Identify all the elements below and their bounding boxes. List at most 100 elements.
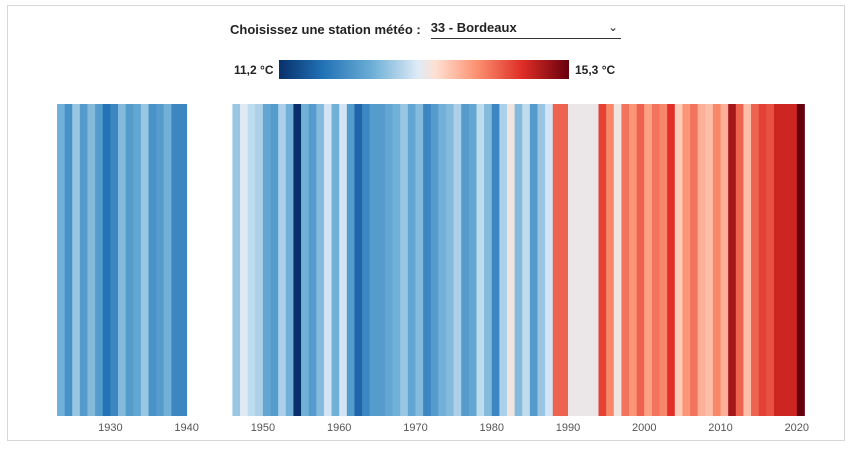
stripe-2004[interactable] (674, 104, 683, 416)
stripe-2020[interactable] (796, 104, 805, 416)
stripe-1964[interactable] (369, 104, 378, 416)
stripe-1934[interactable] (140, 104, 149, 416)
stripe-2009[interactable] (712, 104, 721, 416)
stripe-1988[interactable] (552, 104, 561, 416)
stripe-2019[interactable] (789, 104, 798, 416)
stripe-1937[interactable] (163, 104, 172, 416)
stripe-2007[interactable] (697, 104, 706, 416)
stripe-1946[interactable] (232, 104, 241, 416)
stripe-2003[interactable] (667, 104, 676, 416)
stripe-2012[interactable] (735, 104, 744, 416)
legend-gradient-bar (279, 60, 569, 79)
stripe-1965[interactable] (377, 104, 386, 416)
stripe-1956[interactable] (308, 104, 317, 416)
stripe-1969[interactable] (407, 104, 416, 416)
stripe-1961[interactable] (346, 104, 355, 416)
stripe-1980[interactable] (491, 104, 500, 416)
stripe-1938[interactable] (171, 104, 180, 416)
stripe-1933[interactable] (133, 104, 142, 416)
stripe-1978[interactable] (476, 104, 485, 416)
stripe-1962[interactable] (354, 104, 363, 416)
stripe-1951[interactable] (270, 104, 279, 416)
stripe-1994[interactable] (598, 104, 607, 416)
stripe-1929[interactable] (102, 104, 111, 416)
stripe-1984[interactable] (522, 104, 531, 416)
stripe-1987[interactable] (545, 104, 554, 416)
stripe-1977[interactable] (468, 104, 477, 416)
stripe-1925[interactable] (72, 104, 81, 416)
stripe-2010[interactable] (720, 104, 729, 416)
chevron-down-icon: ⌄ (608, 22, 618, 34)
stripe-2015[interactable] (758, 104, 767, 416)
stripe-2008[interactable] (705, 104, 714, 416)
stripe-1985[interactable] (529, 104, 538, 416)
stripe-2011[interactable] (728, 104, 737, 416)
stripe-1953[interactable] (285, 104, 294, 416)
stripe-1926[interactable] (79, 104, 88, 416)
stripe-1948[interactable] (247, 104, 256, 416)
stripe-2002[interactable] (659, 104, 668, 416)
stripe-1958[interactable] (323, 104, 332, 416)
stripe-1968[interactable] (400, 104, 409, 416)
stripe-1927[interactable] (87, 104, 96, 416)
stripe-1932[interactable] (125, 104, 134, 416)
stripe-1923[interactable] (57, 104, 66, 416)
stripe-2013[interactable] (743, 104, 752, 416)
stripe-1986[interactable] (537, 104, 546, 416)
stripe-1995[interactable] (606, 104, 615, 416)
stripe-1983[interactable] (514, 104, 523, 416)
stripe-1950[interactable] (262, 104, 271, 416)
stripe-1931[interactable] (118, 104, 127, 416)
stripe-1976[interactable] (461, 104, 470, 416)
stripe-1979[interactable] (484, 104, 493, 416)
station-dropdown[interactable]: 33 - Bordeaux ⌄ (430, 19, 621, 39)
stripe-1939[interactable] (179, 104, 188, 416)
stripe-1993[interactable] (590, 104, 599, 416)
stripe-1996[interactable] (613, 104, 622, 416)
stripe-1963[interactable] (362, 104, 371, 416)
stripe-1966[interactable] (384, 104, 393, 416)
stripe-2016[interactable] (766, 104, 775, 416)
stripe-2005[interactable] (682, 104, 691, 416)
stripe-1959[interactable] (331, 104, 340, 416)
stripe-1954[interactable] (293, 104, 302, 416)
stripe-1960[interactable] (339, 104, 348, 416)
x-tick-label: 2000 (632, 422, 656, 434)
stripe-1952[interactable] (278, 104, 287, 416)
stripe-1990[interactable] (568, 104, 577, 416)
stripe-1992[interactable] (583, 104, 592, 416)
stripe-2017[interactable] (773, 104, 782, 416)
x-tick-label: 1940 (174, 422, 198, 434)
station-selector-label: Choisissez une station météo : (230, 21, 421, 37)
x-tick-label: 1980 (479, 422, 503, 434)
stripe-1998[interactable] (629, 104, 638, 416)
stripe-1981[interactable] (499, 104, 508, 416)
stripe-1975[interactable] (453, 104, 462, 416)
stripe-1970[interactable] (415, 104, 424, 416)
stripe-1947[interactable] (240, 104, 249, 416)
stripe-1973[interactable] (438, 104, 447, 416)
stripe-2014[interactable] (751, 104, 760, 416)
stripe-1957[interactable] (316, 104, 325, 416)
stripe-1930[interactable] (110, 104, 119, 416)
stripe-1955[interactable] (301, 104, 310, 416)
stripe-1936[interactable] (156, 104, 165, 416)
stripe-1982[interactable] (506, 104, 516, 416)
stripe-2018[interactable] (781, 104, 790, 416)
stripe-2000[interactable] (644, 104, 653, 416)
stripe-1972[interactable] (430, 104, 439, 416)
stripe-1997[interactable] (621, 104, 630, 416)
x-tick-label: 2010 (708, 422, 732, 434)
stripe-1924[interactable] (64, 104, 73, 416)
stripe-1971[interactable] (423, 104, 432, 416)
stripe-1989[interactable] (560, 104, 569, 416)
stripe-1967[interactable] (392, 104, 401, 416)
stripe-1974[interactable] (445, 104, 455, 416)
stripe-1928[interactable] (95, 104, 104, 416)
stripe-1999[interactable] (636, 104, 645, 416)
stripe-2006[interactable] (690, 104, 699, 416)
stripe-1935[interactable] (148, 104, 157, 416)
stripe-1949[interactable] (255, 104, 264, 416)
stripe-1991[interactable] (575, 104, 584, 416)
stripe-2001[interactable] (651, 104, 660, 416)
